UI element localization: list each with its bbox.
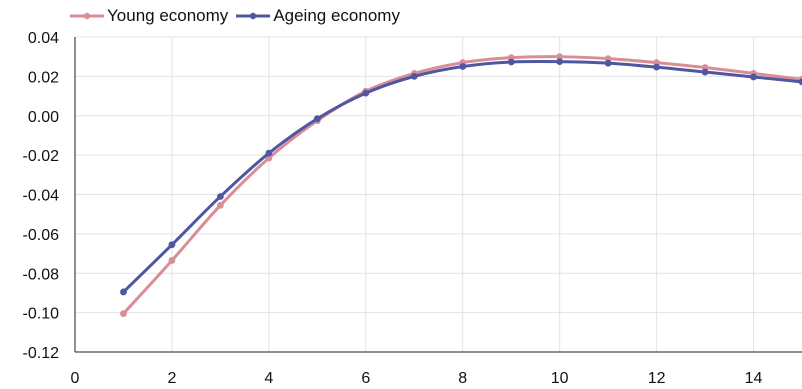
series-lines [120, 53, 802, 318]
data-point-ageing [556, 58, 564, 66]
data-point-young [556, 53, 564, 61]
y-tick-label: 0.00 [28, 109, 59, 126]
grid-lines [75, 36, 802, 352]
x-tick-label: 2 [167, 370, 176, 387]
y-tick-label: 0.02 [28, 69, 59, 86]
x-tick-label: 4 [264, 370, 273, 387]
data-point-ageing [604, 59, 612, 67]
y-tick-label: -0.04 [23, 188, 60, 205]
legend-item-ageing: Ageing economy [236, 6, 400, 26]
data-point-young [120, 310, 127, 318]
x-tick-label: 12 [648, 370, 666, 387]
data-point-ageing [168, 241, 176, 249]
x-tick-label: 8 [458, 370, 467, 387]
data-point-young [217, 201, 224, 209]
legend-swatch-ageing [236, 12, 271, 20]
legend-label-ageing: Ageing economy [273, 6, 400, 25]
y-tick-label: 0.04 [28, 30, 59, 47]
legend-swatch-young [70, 12, 104, 20]
data-point-ageing [459, 63, 467, 70]
data-point-ageing [217, 193, 224, 200]
x-tick-label: 14 [745, 370, 763, 387]
data-point-ageing [265, 149, 273, 157]
y-tick-label: -0.10 [23, 306, 60, 323]
data-point-ageing [120, 288, 127, 296]
legend-label-young: Young economy [107, 6, 229, 25]
data-point-ageing [798, 78, 802, 86]
legend: Young economy Ageing economy [70, 6, 408, 26]
data-point-ageing [653, 63, 660, 71]
x-tick-label: 10 [551, 370, 569, 387]
data-point-ageing [362, 89, 370, 97]
data-point-ageing [701, 68, 709, 76]
y-tick-label: -0.08 [23, 266, 60, 283]
x-tick-labels: 0 2 4 6 8 10 12 14 [71, 370, 763, 387]
y-tick-label: -0.06 [23, 227, 60, 244]
data-point-ageing [507, 58, 515, 66]
data-point-ageing [410, 72, 418, 80]
axes [74, 37, 802, 353]
y-tick-labels: 0.04 0.02 0.00 -0.02 -0.04 -0.06 -0.08 -0.10 -0.… [23, 30, 60, 362]
x-tick-label: 0 [71, 370, 80, 387]
x-tick-label: 6 [361, 370, 370, 387]
legend-item-young: Young economy [70, 6, 228, 26]
data-point-ageing [313, 115, 321, 123]
data-point-ageing [750, 73, 757, 81]
data-point-young [168, 257, 176, 264]
y-tick-label: -0.12 [23, 345, 60, 362]
y-tick-label: -0.02 [23, 148, 60, 165]
